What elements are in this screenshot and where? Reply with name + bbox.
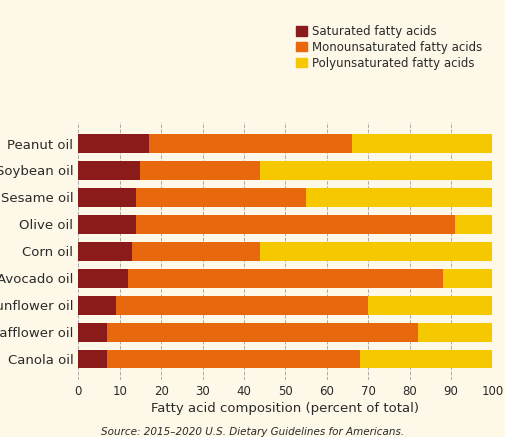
Bar bbox=[107, 323, 418, 342]
Bar bbox=[78, 296, 116, 315]
Bar bbox=[140, 161, 261, 180]
Bar bbox=[107, 350, 360, 368]
Bar bbox=[455, 215, 492, 234]
Bar bbox=[78, 350, 107, 368]
Bar bbox=[116, 296, 368, 315]
Bar bbox=[128, 269, 443, 288]
Bar bbox=[136, 188, 306, 207]
Bar bbox=[418, 323, 492, 342]
Bar bbox=[78, 161, 140, 180]
Bar bbox=[306, 188, 492, 207]
Bar bbox=[368, 296, 492, 315]
Bar bbox=[351, 134, 492, 153]
Legend: Saturated fatty acids, Monounsaturated fatty acids, Polyunsaturated fatty acids: Saturated fatty acids, Monounsaturated f… bbox=[291, 20, 486, 74]
Bar bbox=[78, 134, 148, 153]
Bar bbox=[132, 242, 261, 261]
Bar bbox=[360, 350, 492, 368]
Bar bbox=[261, 242, 492, 261]
Bar bbox=[78, 269, 128, 288]
Bar bbox=[261, 161, 492, 180]
X-axis label: Fatty acid composition (percent of total): Fatty acid composition (percent of total… bbox=[152, 402, 419, 415]
Bar bbox=[148, 134, 351, 153]
Text: Source: 2015–2020 U.S. Dietary Guidelines for Americans.: Source: 2015–2020 U.S. Dietary Guideline… bbox=[101, 427, 404, 437]
Bar bbox=[78, 188, 136, 207]
Bar bbox=[443, 269, 492, 288]
Bar bbox=[78, 242, 132, 261]
Bar bbox=[78, 215, 136, 234]
Bar bbox=[78, 323, 107, 342]
Bar bbox=[136, 215, 455, 234]
